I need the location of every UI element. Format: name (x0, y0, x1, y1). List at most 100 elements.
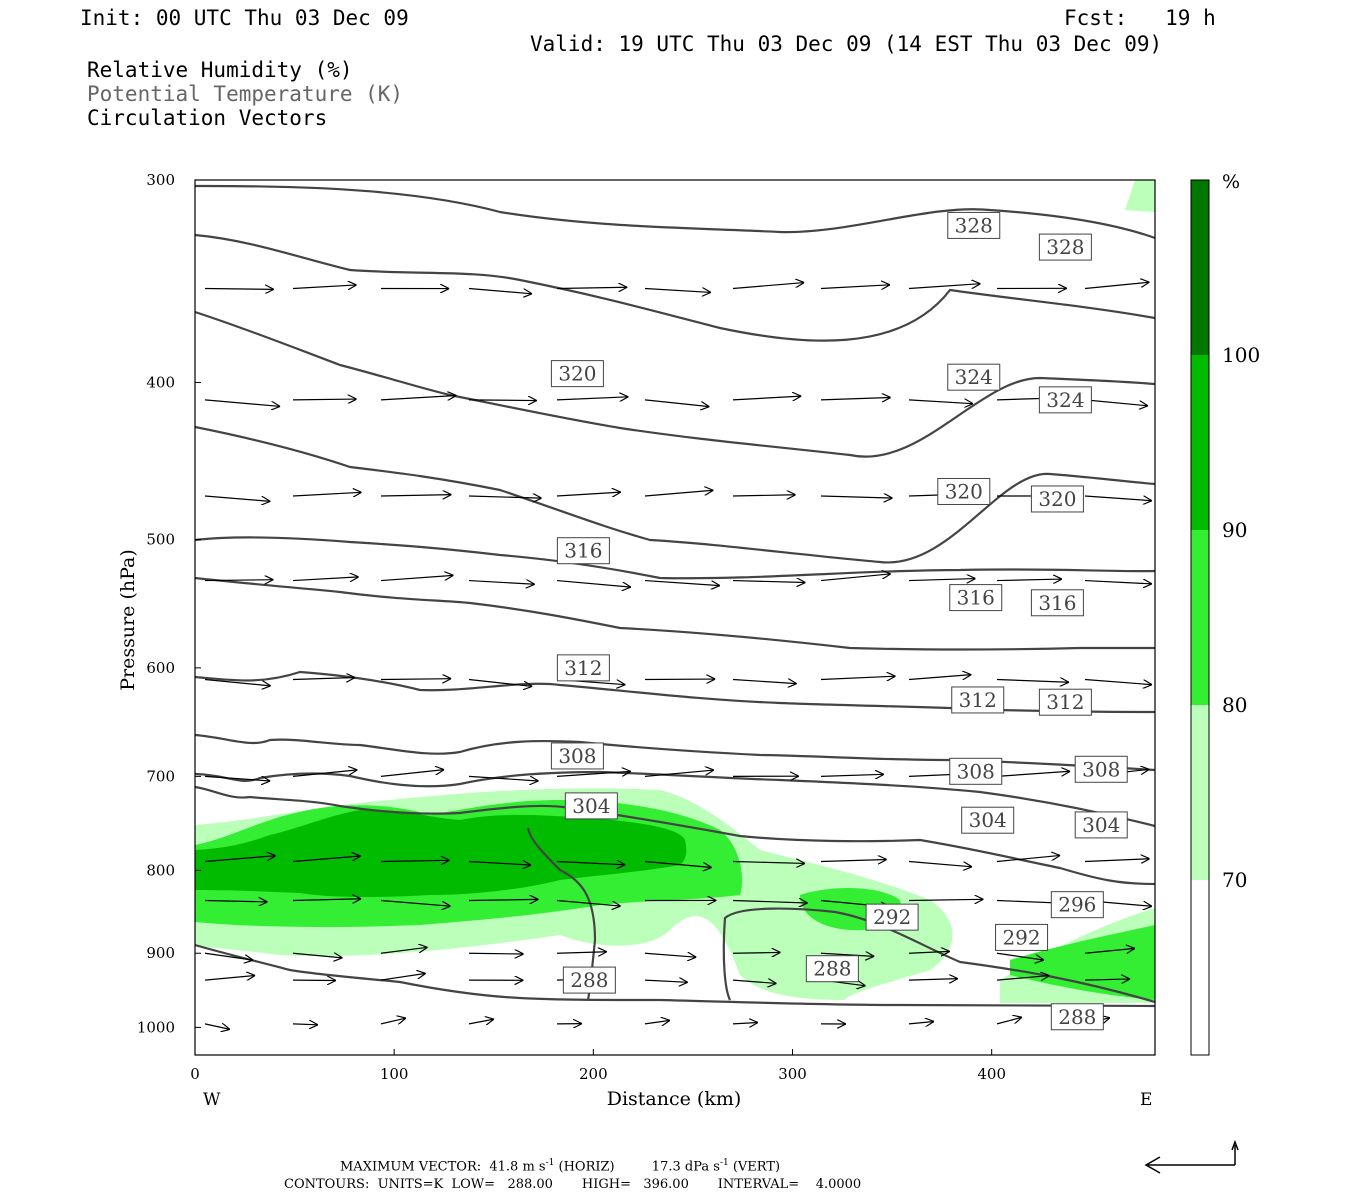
theta-label-304: 304 (961, 806, 1015, 834)
circulation-vector-arrow (380, 495, 451, 496)
theta-contour-316 (195, 425, 1155, 564)
circulation-vector-arrow (908, 675, 971, 681)
circulation-vector-arrow (996, 579, 1062, 580)
svg-text:316: 316 (1038, 591, 1076, 615)
y-tick-label: 800 (146, 861, 175, 879)
init-time: Init: 00 UTC Thu 03 Dec 09 (80, 6, 409, 30)
circulation-vector-arrow (556, 397, 628, 400)
circulation-vector-arrow (468, 775, 539, 781)
svg-text:328: 328 (1046, 235, 1084, 259)
theta-label-320: 320 (550, 360, 604, 388)
circulation-vector-arrow (556, 492, 621, 496)
circulation-vector-arrow (292, 577, 359, 581)
circulation-vector-arrow (996, 952, 1044, 960)
theta-contour-312 (195, 536, 1155, 580)
circulation-vector-arrow (644, 399, 709, 407)
y-tick-label: 600 (146, 659, 175, 677)
theta-contour-320 (195, 310, 1155, 458)
forecast-hour: Fcst: 19 h (1064, 6, 1216, 30)
circulation-vector-arrow (204, 399, 280, 407)
y-tick-label: 500 (146, 531, 175, 549)
circulation-vector-arrow (1084, 399, 1148, 406)
circulation-vector-arrow (996, 679, 1069, 682)
circulation-vector-arrow (820, 496, 893, 498)
circulation-vector-arrow (732, 900, 808, 902)
circulation-vector-arrow (204, 678, 271, 685)
theta-label-296: 296 (1050, 891, 1104, 919)
circulation-vector-arrow (732, 283, 804, 290)
svg-text:304: 304 (969, 808, 1007, 832)
circulation-vector-arrow (732, 679, 797, 683)
svg-text:312: 312 (564, 656, 602, 680)
circulation-vector-arrow (556, 287, 627, 288)
axes: 0 100 200 300 400 300 400 500 600 700 800 900 1000 (137, 171, 1006, 1083)
valid-time: Valid: 19 UTC Thu 03 Dec 09 (14 EST Thu … (530, 32, 1163, 56)
circulation-vector-arrow (380, 770, 444, 777)
theta-label-324: 324 (1038, 386, 1092, 414)
circulation-vector-arrow (1084, 859, 1150, 862)
circulation-vector-arrow (292, 678, 355, 680)
svg-text:316: 316 (957, 586, 995, 610)
colorbar-label-90: 90 (1222, 518, 1247, 542)
theta-label-308: 308 (550, 742, 604, 770)
circulation-vector-arrow (292, 953, 343, 958)
rh-90-region (195, 809, 687, 898)
circulation-vector-arrow (380, 575, 453, 582)
circulation-vector-arrow (908, 579, 976, 581)
theta-label-288: 288 (805, 955, 859, 983)
theta-contour-328 (195, 184, 1155, 240)
circulation-vector-arrow (380, 899, 451, 906)
circulation-vector-arrow (468, 899, 538, 900)
circulation-vector-arrow (556, 899, 621, 906)
colorbar-seg-80-90 (1191, 530, 1209, 705)
circulation-vector-arrow (644, 288, 711, 292)
max-vector-info: MAXIMUM VECTOR: 41.8 m s-1 (HORIZ) 17.3 … (340, 1158, 781, 1175)
circulation-vector-arrow (820, 397, 891, 399)
circulation-vector-arrow (820, 774, 884, 776)
svg-text:308: 308 (957, 759, 995, 783)
theta-label-320: 320 (1030, 485, 1084, 513)
circulation-vector-arrow (644, 980, 688, 982)
circulation-vector-arrow (468, 400, 537, 401)
circulation-vector-arrow (204, 495, 270, 501)
contours-info: CONTOURS: UNITS=K LOW= 288.00 HIGH= 396.… (284, 1177, 862, 1192)
circulation-vector-arrow (468, 581, 535, 585)
circulation-vector-arrow (1084, 581, 1152, 584)
circulation-vector-arrow (996, 976, 1049, 981)
circulation-vector-arrow (468, 953, 524, 954)
circulation-vector-arrow (820, 574, 891, 582)
theta-label-312: 312 (556, 654, 610, 682)
colorbar-seg-70-80 (1191, 705, 1209, 880)
circulation-vector-arrow (380, 1018, 406, 1024)
circulation-vector-arrow (644, 860, 712, 867)
svg-text:316: 316 (564, 539, 602, 563)
y-tick-label: 900 (146, 944, 175, 962)
legend-vectors: Circulation Vectors (87, 106, 328, 130)
theta-label-324: 324 (947, 363, 1001, 391)
svg-text:288: 288 (813, 957, 851, 981)
circulation-vector-arrow (556, 861, 625, 864)
y-tick-label: 700 (146, 767, 175, 785)
circulation-vector-arrow (468, 287, 532, 293)
circulation-vector-arrow (204, 952, 253, 960)
circulation-vector-arrow (996, 771, 1070, 777)
circulation-vector-arrow (204, 580, 273, 581)
circulation-vector-arrow (1084, 282, 1149, 290)
circulation-vector-arrow (468, 861, 531, 865)
rh-70-region-top (1125, 180, 1155, 212)
colorbar-label-70: 70 (1222, 868, 1247, 892)
circulation-vector-arrow (644, 953, 696, 957)
theta-label-304: 304 (564, 792, 618, 820)
circulation-vector-arrow (908, 899, 983, 900)
west-label: W (203, 1090, 221, 1110)
colorbar-label-80: 80 (1222, 693, 1247, 717)
svg-text:324: 324 (955, 365, 993, 389)
x-tick-label: 100 (380, 1065, 409, 1083)
y-axis-title: Pressure (hPa) (117, 549, 139, 691)
colorbar-seg-100 (1191, 180, 1209, 355)
theta-contour-324-a (195, 233, 1155, 342)
y-tick-label: 1000 (137, 1018, 175, 1036)
theta-label-312: 312 (1038, 688, 1092, 716)
circulation-vector-arrow (644, 579, 720, 586)
